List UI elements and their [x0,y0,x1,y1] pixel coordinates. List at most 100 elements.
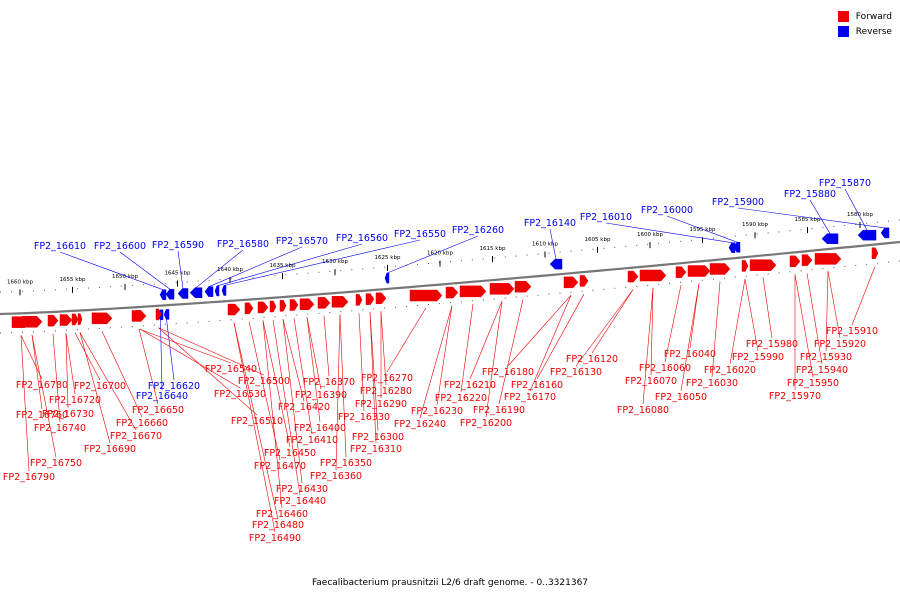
upper-track [0,219,900,293]
gene-label-forward: FP2_16200 [460,418,512,429]
gene-arrow [47,314,59,327]
gene-leader-line [323,315,330,377]
scale-tick-label: 1660 kbp [7,279,33,285]
genome-caption: Faecalibacterium prausnitzii L2/6 draft … [311,578,589,588]
gene-arrow [709,263,731,275]
gene-leader-line [680,283,700,392]
gene-arrow [365,293,375,305]
gene-arrow [880,227,890,239]
gene-arrow [728,242,736,253]
gene-leader-line [380,311,387,386]
gene-leader-line [31,334,57,458]
gene-arrow [801,254,813,266]
scale-tick-label: 1585 kbp [795,217,821,223]
gene-label-reverse: FP2_16600 [94,241,146,252]
scale-tick-label: 1580 kbp [847,212,873,218]
gene-label-forward: FP2_16750 [30,458,82,469]
scale-ticks: 1660 kbp 1655 kbp 1650 kbp 1645 kbp 1640 kbp… [7,212,873,296]
scale-tick-label: 1600 kbp [637,232,663,238]
gene-leader-line [20,335,43,380]
gene-arrow [244,302,254,315]
gene-leader-line [79,332,137,431]
gene-label-reverse: FP2_16010 [580,212,632,223]
gene-label-forward: FP2_16690 [84,444,136,455]
gene-arrow [871,247,879,260]
gene-label-reverse: FP2_15900 [712,197,764,208]
gene-label-forward: FP2_16400 [294,423,346,434]
gene-arrow [71,313,79,326]
gene-label-forward: FP2_16490 [249,533,301,544]
gene-leader-line [65,333,69,409]
gene-leader-line [52,333,61,423]
scale-tick-label: 1590 kbp [742,222,768,228]
gene-label-forward: FP2_16470 [254,461,306,472]
gene-leader-line [529,295,572,392]
gene-leader-line [160,319,163,391]
gene-leader-line [744,279,759,352]
gene-arrow [159,289,167,300]
gene-leader-line [711,281,721,378]
gene-arrow [814,253,842,265]
gene-label-forward: FP2_16190 [473,405,525,416]
scale-tick-label: 1640 kbp [217,267,243,273]
gene-arrow [204,286,214,297]
gene-arrow [221,285,227,296]
gene-arrow [445,286,459,299]
gene-label-reverse: FP2_16140 [524,218,576,229]
scale-tick-label: 1595 kbp [690,227,716,233]
gene-label-forward: FP2_16040 [664,349,716,360]
gene-arrow [279,300,287,312]
gene-label-forward: FP2_16120 [566,354,618,365]
gene-leader-line [369,312,379,432]
genome-backbone [0,240,900,316]
scale-tick-label: 1620 kbp [427,251,453,257]
gene-leader-line [138,328,159,405]
gene-arrow [489,283,515,295]
gene-arrow [857,229,877,241]
gene-arrow [459,285,487,298]
gene-leader-line [195,249,244,288]
gene-leader-line [575,289,634,367]
gene-label-forward: FP2_16130 [550,367,602,378]
gene-label-forward: FP2_16790 [3,472,55,483]
gene-leader-line [666,215,738,243]
gene-leader-line [223,239,421,286]
gene-label-forward: FP2_16050 [655,392,707,403]
gene-arrow [135,309,145,322]
gene-label-forward: FP2_16280 [360,386,412,397]
gene-label-forward: FP2_16210 [444,380,496,391]
legend: Forward Reverse [837,9,892,39]
gene-arrow [269,300,277,313]
gene-label-reverse: FP2_16560 [336,233,388,244]
gene-leader-line [605,222,733,243]
gene-label-forward: FP2_16160 [511,380,563,391]
gene-label-forward: FP2_16030 [686,378,738,389]
gene-label-forward: FP2_16080 [617,405,669,416]
gene-arrow [384,272,390,284]
gene-label-reverse: FP2_16640 [136,391,188,402]
gene-label-forward: FP2_16270 [361,373,413,384]
backbone-layer [0,219,900,334]
gene-leader-line [737,207,886,229]
gene-arrow [675,266,687,278]
gene-leader-line [139,328,241,389]
scale-tick-label: 1610 kbp [532,242,558,248]
gene-arrow [257,301,269,314]
gene-leader-line [59,251,164,290]
gene-label-forward: FP2_16450 [264,448,316,459]
gene-leader-line [507,295,572,367]
gene-leader-line [460,303,474,393]
gene-label-forward: FP2_16480 [252,520,304,531]
gene-leader-line [358,313,365,412]
gene-label-forward: FP2_15970 [769,391,821,402]
gene-arrow [77,313,83,325]
gene-leader-line [282,319,303,484]
gene-label-forward: FP2_16410 [286,435,338,446]
gene-label-forward: FP2_15930 [800,352,852,363]
gene-label-reverse: FP2_16000 [641,205,693,216]
gene-label-forward: FP2_16460 [256,509,308,520]
gene-leader-line [339,314,347,458]
gene-arrow [627,270,639,283]
gene-leader-line [689,283,700,349]
